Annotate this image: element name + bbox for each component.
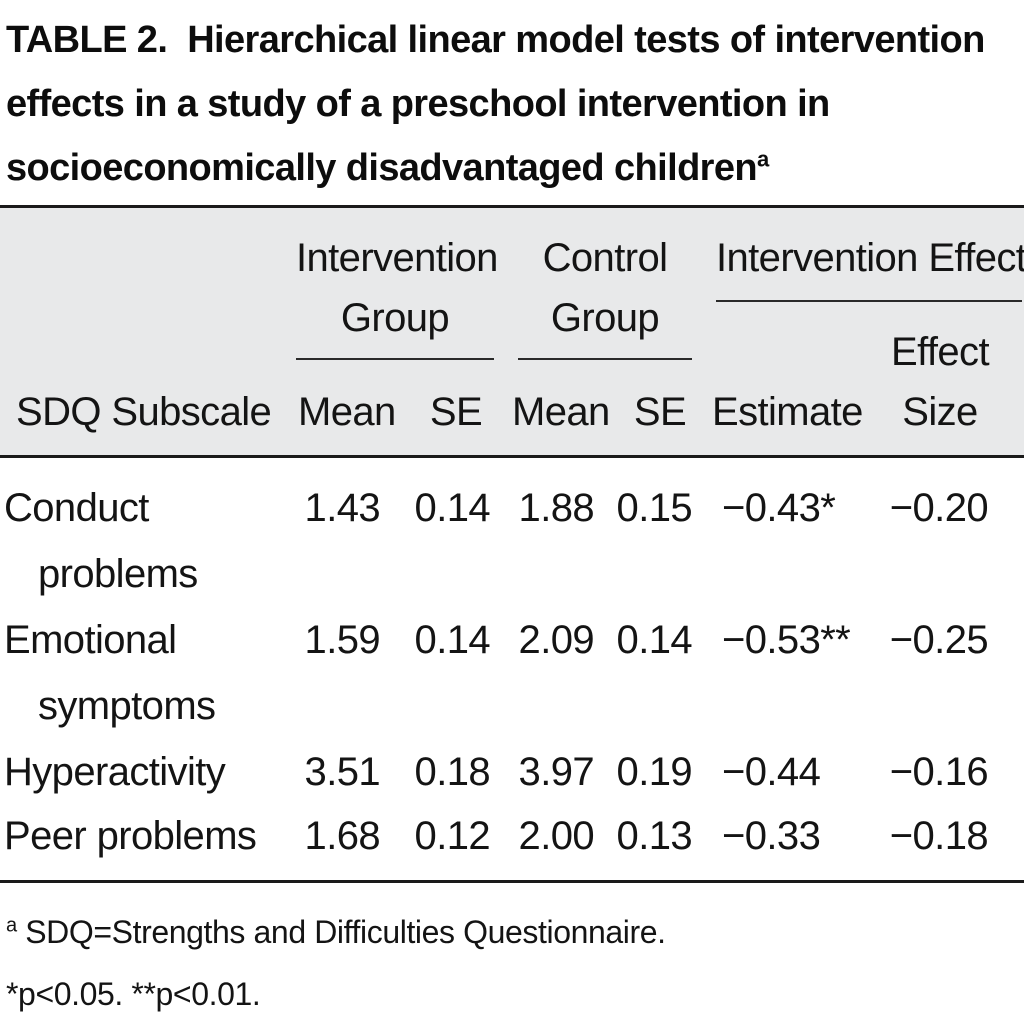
- control-mean-cell: 3.97: [518, 750, 595, 794]
- footnote-a: a SDQ=Strengths and Difficulties Questio…: [6, 912, 666, 952]
- header-bottom-rule: [0, 455, 1024, 458]
- intervention-se-cell: 0.14: [414, 486, 491, 530]
- intervention-se-cell: 0.14: [414, 618, 491, 662]
- top-rule: [0, 205, 1024, 208]
- title-footnote-marker: a: [757, 146, 769, 172]
- table-caption: Hierarchical linear model tests of inter…: [6, 19, 985, 189]
- control-se-cell: 0.15: [616, 486, 693, 530]
- effect-size-cell: −0.25: [889, 618, 989, 662]
- column-header-control-se: SE: [633, 390, 687, 434]
- effect-size-cell: −0.16: [889, 750, 989, 794]
- footnote-a-marker: a: [6, 914, 17, 937]
- table-bottom-rule: [0, 880, 1024, 883]
- control-group-rule: [518, 358, 692, 360]
- intervention-mean-cell: 1.59: [304, 618, 381, 662]
- group-header-control-line2: Group: [550, 296, 660, 340]
- estimate-cell: −0.53**: [722, 618, 851, 662]
- intervention-mean-cell: 1.68: [304, 814, 381, 858]
- column-header-intervention-se: SE: [429, 390, 483, 434]
- row-label: Conduct: [4, 486, 149, 530]
- intervention-mean-cell: 1.43: [304, 486, 381, 530]
- intervention-se-cell: 0.18: [414, 750, 491, 794]
- control-mean-cell: 1.88: [518, 486, 595, 530]
- intervention-effect-rule: [716, 300, 1022, 302]
- column-header-intervention-mean: Mean: [298, 390, 396, 434]
- control-mean-cell: 2.09: [518, 618, 595, 662]
- estimate-cell: −0.44: [722, 750, 821, 794]
- intervention-mean-cell: 3.51: [304, 750, 381, 794]
- intervention-group-rule: [296, 358, 494, 360]
- table-header-background: [0, 206, 1024, 456]
- column-header-estimate: Estimate: [712, 390, 863, 434]
- column-header-effect-size-line1: Effect: [891, 330, 990, 374]
- control-se-cell: 0.19: [616, 750, 693, 794]
- group-header-control-line1: Control: [542, 236, 668, 280]
- estimate-cell: −0.43*: [722, 486, 836, 530]
- row-label: Peer problems: [4, 814, 257, 858]
- column-header-control-mean: Mean: [512, 390, 610, 434]
- table-number: TABLE 2.: [6, 19, 168, 61]
- group-header-intervention-effect: Intervention Effect: [716, 236, 1024, 280]
- control-se-cell: 0.13: [616, 814, 693, 858]
- control-mean-cell: 2.00: [518, 814, 595, 858]
- column-header-effect-size-line2: Size: [902, 390, 978, 434]
- control-se-cell: 0.14: [616, 618, 693, 662]
- row-label-continuation: symptoms: [38, 684, 216, 728]
- footnote-a-text: SDQ=Strengths and Difficulties Questionn…: [25, 914, 666, 950]
- column-header-sdq-subscale: SDQ Subscale: [16, 390, 272, 434]
- effect-size-cell: −0.18: [889, 814, 989, 858]
- group-header-intervention-line1: Intervention: [296, 236, 498, 280]
- row-label: Emotional: [4, 618, 177, 662]
- row-label-continuation: problems: [38, 552, 198, 596]
- estimate-cell: −0.33: [722, 814, 821, 858]
- group-header-intervention-line2: Group: [340, 296, 450, 340]
- table-title: TABLE 2. Hierarchical linear model tests…: [6, 8, 1016, 200]
- row-label: Hyperactivity: [4, 750, 226, 794]
- intervention-se-cell: 0.12: [414, 814, 491, 858]
- footnote-significance: *p<0.05. **p<0.01.: [6, 976, 261, 1012]
- effect-size-cell: −0.20: [889, 486, 989, 530]
